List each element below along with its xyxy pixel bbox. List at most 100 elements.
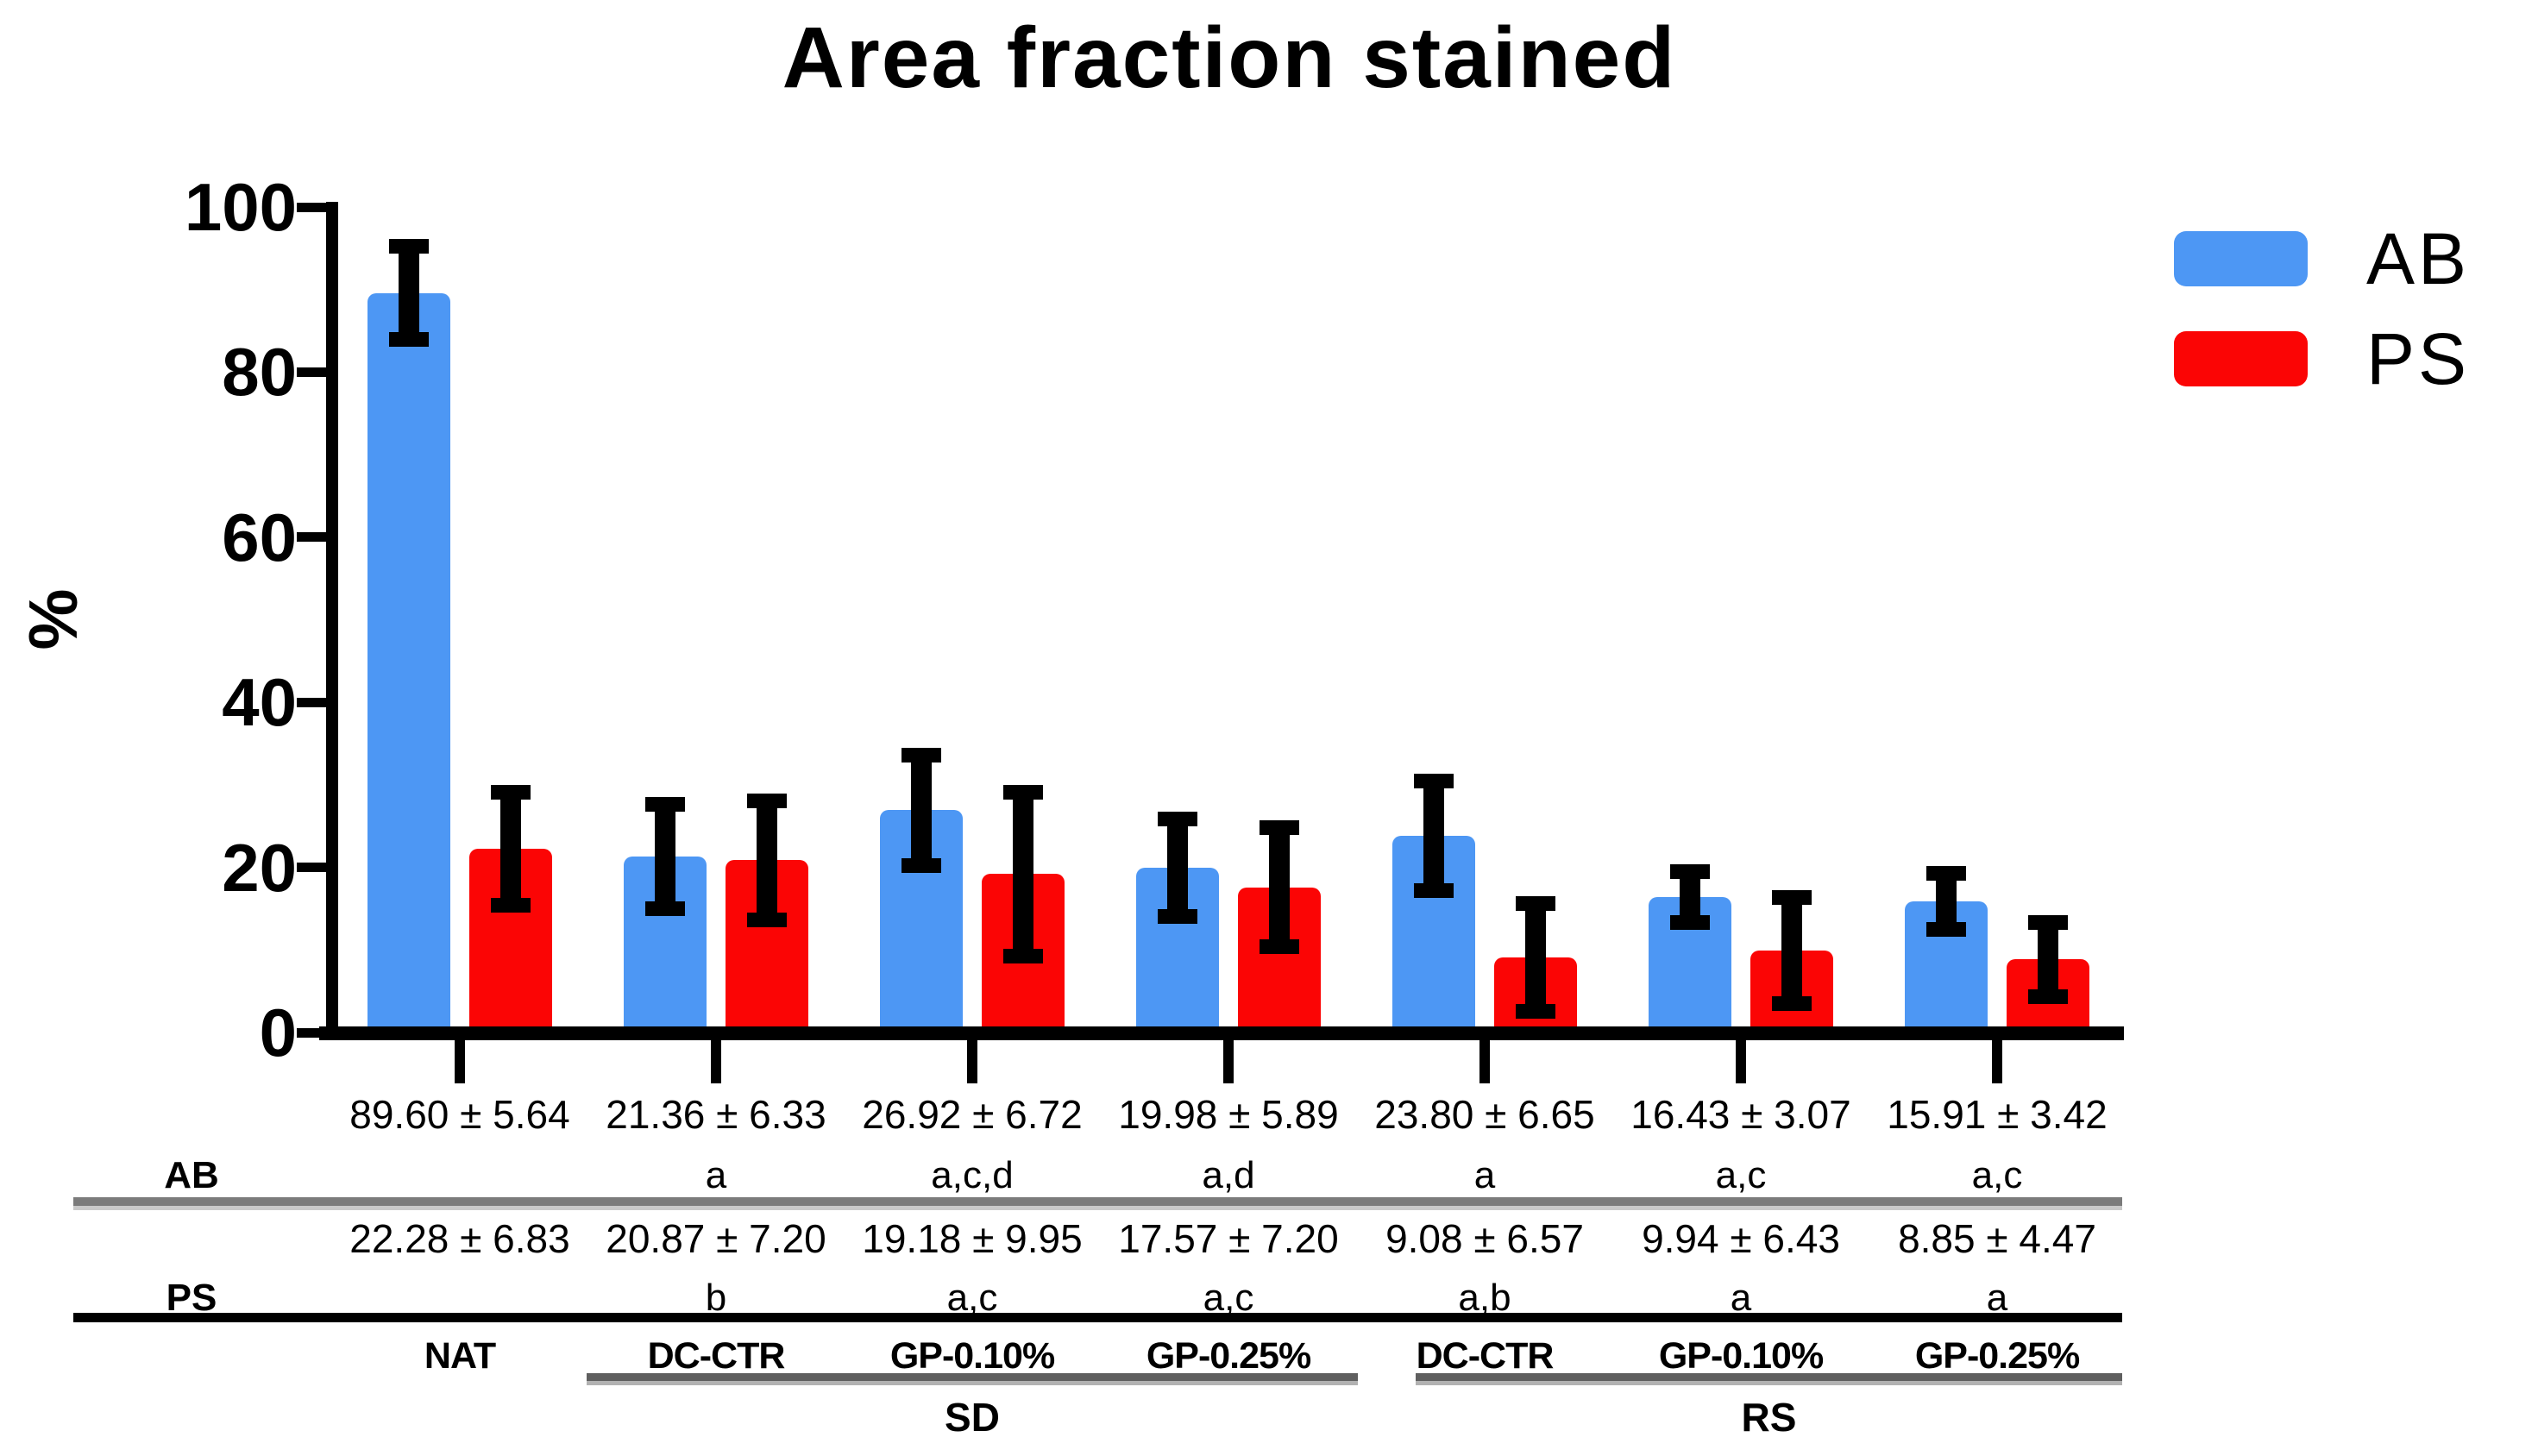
table-value-ab: 23.80 ± 6.65 — [1374, 1092, 1595, 1137]
y-tick — [297, 367, 336, 377]
error-bar-cap — [1516, 1004, 1555, 1020]
table-letters-ab: a — [1473, 1154, 1496, 1196]
section-underline-rs — [1416, 1373, 2122, 1385]
y-tick — [297, 863, 336, 873]
table-value-ab: 21.36 ± 6.33 — [606, 1092, 826, 1137]
legend-item-ps: PS — [2174, 318, 2471, 399]
table-letters-ps: a,c — [946, 1277, 998, 1319]
error-bar-cap — [645, 901, 685, 916]
table-letters-ab: a,d — [1202, 1154, 1255, 1196]
table-letters-ps: a — [1730, 1277, 1752, 1319]
error-bar-cap — [1670, 863, 1710, 879]
table-letters-ab: a,c — [1715, 1154, 1767, 1196]
y-tick — [297, 202, 336, 212]
table-letters-ps: a — [1986, 1277, 2008, 1319]
error-bar — [1680, 871, 1700, 923]
error-bar — [399, 246, 419, 340]
y-tick — [297, 532, 336, 543]
error-bar-cap — [1158, 811, 1197, 826]
group-label: GP-0.10% — [1658, 1335, 1824, 1377]
x-tick — [1479, 1032, 1490, 1083]
legend-item-ab: AB — [2174, 218, 2471, 299]
section-label-rs: RS — [1741, 1395, 1797, 1440]
x-tick — [1223, 1032, 1234, 1083]
legend: AB PS — [2174, 218, 2471, 399]
error-bar-cap — [389, 332, 429, 347]
table-value-ps: 20.87 ± 7.20 — [606, 1216, 826, 1261]
legend-swatch-ps — [2174, 331, 2308, 386]
error-bar-cap — [1926, 865, 1966, 881]
section-label-sd: SD — [945, 1395, 1000, 1440]
table-value-ps: 22.28 ± 6.83 — [349, 1216, 570, 1261]
error-bar-cap — [1772, 995, 1812, 1011]
group-label: DC-CTR — [1416, 1335, 1555, 1377]
table-value-ab: 15.91 ± 3.42 — [1887, 1092, 2108, 1137]
error-bar-cap — [1772, 889, 1812, 905]
error-bar — [1269, 827, 1290, 947]
row-header-ps: PS — [166, 1277, 217, 1319]
y-axis-line — [326, 202, 338, 1040]
error-bar-cap — [901, 858, 941, 874]
error-bar — [1525, 903, 1546, 1012]
error-bar — [1167, 819, 1188, 917]
legend-label: PS — [2366, 318, 2471, 399]
table-value-ps: 9.08 ± 6.57 — [1385, 1216, 1584, 1261]
error-bar — [911, 755, 932, 866]
error-bar-cap — [1003, 949, 1043, 964]
table-letters-ps: a,c — [1203, 1277, 1254, 1319]
error-bar-cap — [1926, 921, 1966, 937]
error-bar-cap — [1260, 939, 1299, 955]
error-bar — [1781, 897, 1802, 1004]
error-bar-cap — [747, 793, 787, 808]
y-tick-label: 40 — [222, 664, 297, 741]
y-tick — [297, 697, 336, 707]
x-axis-line — [319, 1026, 2124, 1040]
error-bar-cap — [1670, 914, 1710, 930]
error-bar — [2038, 922, 2058, 997]
error-bar — [757, 800, 777, 920]
legend-label: AB — [2366, 218, 2471, 299]
y-tick-label: 0 — [259, 995, 297, 1070]
x-tick — [967, 1032, 977, 1083]
error-bar-cap — [1260, 820, 1299, 836]
error-bar — [500, 792, 521, 906]
table-letters-ps: b — [705, 1277, 727, 1319]
row-header-ab: AB — [164, 1154, 219, 1196]
table-divider-gray — [73, 1197, 2122, 1210]
table-value-ps: 9.94 ± 6.43 — [1642, 1216, 1840, 1261]
error-bar-cap — [1414, 883, 1454, 899]
error-bar-cap — [1003, 784, 1043, 800]
table-value-ab: 16.43 ± 3.07 — [1630, 1092, 1851, 1137]
y-tick-label: 80 — [222, 334, 297, 411]
group-label: GP-0.25% — [1146, 1335, 1311, 1377]
table-value-ps: 8.85 ± 4.47 — [1898, 1216, 2096, 1261]
group-label: NAT — [424, 1335, 496, 1377]
table-letters-ab: a,c,d — [931, 1154, 1014, 1196]
table-value-ab: 19.98 ± 5.89 — [1118, 1092, 1339, 1137]
group-label: GP-0.10% — [889, 1335, 1055, 1377]
y-tick — [297, 1027, 336, 1038]
y-tick-label: 60 — [222, 499, 297, 575]
error-bar-cap — [645, 796, 685, 812]
table-value-ab: 89.60 ± 5.64 — [349, 1092, 570, 1137]
table-value-ab: 26.92 ± 6.72 — [862, 1092, 1083, 1137]
chart-title: Area fraction stained — [782, 9, 1677, 106]
error-bar-cap — [491, 784, 531, 800]
table-value-ps: 17.57 ± 7.20 — [1118, 1216, 1339, 1261]
x-tick — [1992, 1032, 2002, 1083]
error-bar-cap — [901, 747, 941, 763]
error-bar-cap — [2028, 988, 2068, 1004]
table-letters-ab: a — [705, 1154, 727, 1196]
error-bar-cap — [1414, 774, 1454, 789]
table-value-ps: 19.18 ± 9.95 — [862, 1216, 1083, 1261]
x-tick — [455, 1032, 465, 1083]
y-tick-label: 100 — [184, 169, 297, 245]
error-bar — [1423, 781, 1444, 891]
error-bar — [655, 804, 675, 909]
legend-swatch-ab — [2174, 231, 2308, 286]
error-bar — [1013, 792, 1033, 957]
error-bar-cap — [1158, 908, 1197, 924]
